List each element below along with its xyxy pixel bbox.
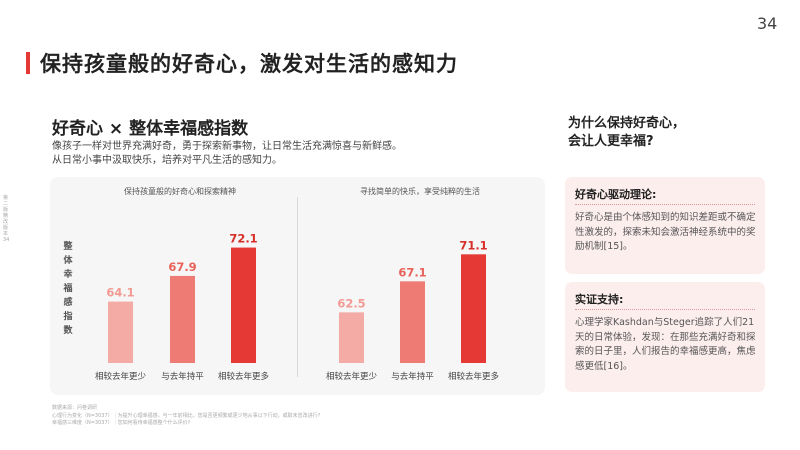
description-line-1: 像孩子一样对世界充满好奇，勇于探索新事物，让日常生活充满惊喜与新鲜感。 bbox=[52, 141, 402, 152]
theory-card-body: 好奇心是由个体感知到的知识差距或不确定性激发的，探索未知会激活神经系统中的奖励机… bbox=[575, 212, 756, 252]
category-tick-label: 相较去年更少 bbox=[95, 371, 147, 382]
page-number: 34 bbox=[757, 14, 778, 33]
side-tab-label: 第二版精改版本 34 bbox=[3, 195, 10, 243]
bar-simple-joy-1 bbox=[339, 312, 364, 363]
evidence-card-heading: 实证支持: bbox=[575, 293, 624, 306]
theory-card: 好奇心驱动理论: 好奇心是由个体感知到的知识差距或不确定性激发的，探索未知会激活… bbox=[565, 177, 765, 274]
section-description: 像孩子一样对世界充满好奇，勇于探索新事物，让日常生活充满惊喜与新鲜感。 从日常小… bbox=[52, 140, 402, 168]
theory-card-divider bbox=[575, 204, 755, 205]
why-question-line-1: 为什么保持好奇心， bbox=[568, 116, 686, 131]
evidence-card: 实证支持: 心理学家Kashdan与Steger追踪了人们21天的日常体验，发现… bbox=[565, 282, 765, 392]
evidence-card-divider bbox=[575, 309, 755, 310]
bar-value-label: 64.1 bbox=[106, 286, 134, 300]
section-title: 好奇心 × 整体幸福感指数 bbox=[52, 119, 249, 139]
bar-value-label: 67.9 bbox=[168, 260, 196, 274]
category-tick-label: 相较去年更少 bbox=[326, 371, 378, 382]
bar-simple-joy-3 bbox=[461, 254, 486, 363]
chart-title-left: 保持孩童般的好奇心和探索精神 bbox=[124, 187, 236, 196]
why-question-line-2: 会让人更幸福? bbox=[568, 134, 654, 149]
description-line-2: 从日常小事中汲取快乐，培养对平凡生活的感知力。 bbox=[52, 155, 282, 166]
footer-note-2: 幸福感三维度（N=3037）｜您如何看待幸福感整个什么评价? bbox=[52, 420, 191, 426]
bar-value-label: 62.5 bbox=[337, 296, 365, 310]
title-accent-bar bbox=[26, 52, 30, 74]
theory-card-heading: 好奇心驱动理论: bbox=[575, 188, 657, 201]
bar-value-label: 72.1 bbox=[229, 232, 257, 246]
chart-y-axis-label: 整体幸福感指数 bbox=[63, 242, 73, 336]
bar-curiosity-3 bbox=[231, 247, 256, 363]
bar-simple-joy-2 bbox=[400, 281, 425, 363]
category-tick-label: 与去年持平 bbox=[391, 371, 434, 382]
page-title: 保持孩童般的好奇心，激发对生活的感知力 bbox=[40, 52, 458, 76]
bar-value-label: 67.1 bbox=[398, 265, 426, 279]
footer-note-1: 心理行为变化（N=3037）｜为提升心理幸福感，与一年前相比，您是否更频繁或更少… bbox=[52, 412, 321, 419]
category-tick-label: 相较去年更多 bbox=[218, 371, 270, 382]
footer-source: 数据来源：问卷调研 bbox=[52, 405, 98, 411]
chart-divider bbox=[297, 197, 298, 377]
bar-curiosity-2 bbox=[170, 275, 195, 363]
chart-title-right: 寻找简单的快乐，享受纯粹的生活 bbox=[360, 187, 480, 196]
why-question: 为什么保持好奇心， 会让人更幸福? bbox=[568, 115, 685, 151]
footer-notes: 数据来源：问卷调研 心理行为变化（N=3037）｜为提升心理幸福感，与一年前相比… bbox=[52, 405, 320, 428]
evidence-card-body: 心理学家Kashdan与Steger追踪了人们21天的日常体验，发现：在那些充满… bbox=[575, 317, 756, 372]
bar-value-label: 71.1 bbox=[459, 238, 487, 252]
bar-curiosity-1 bbox=[108, 301, 133, 363]
category-tick-label: 相较去年更多 bbox=[448, 371, 500, 382]
category-tick-label: 与去年持平 bbox=[161, 371, 204, 382]
